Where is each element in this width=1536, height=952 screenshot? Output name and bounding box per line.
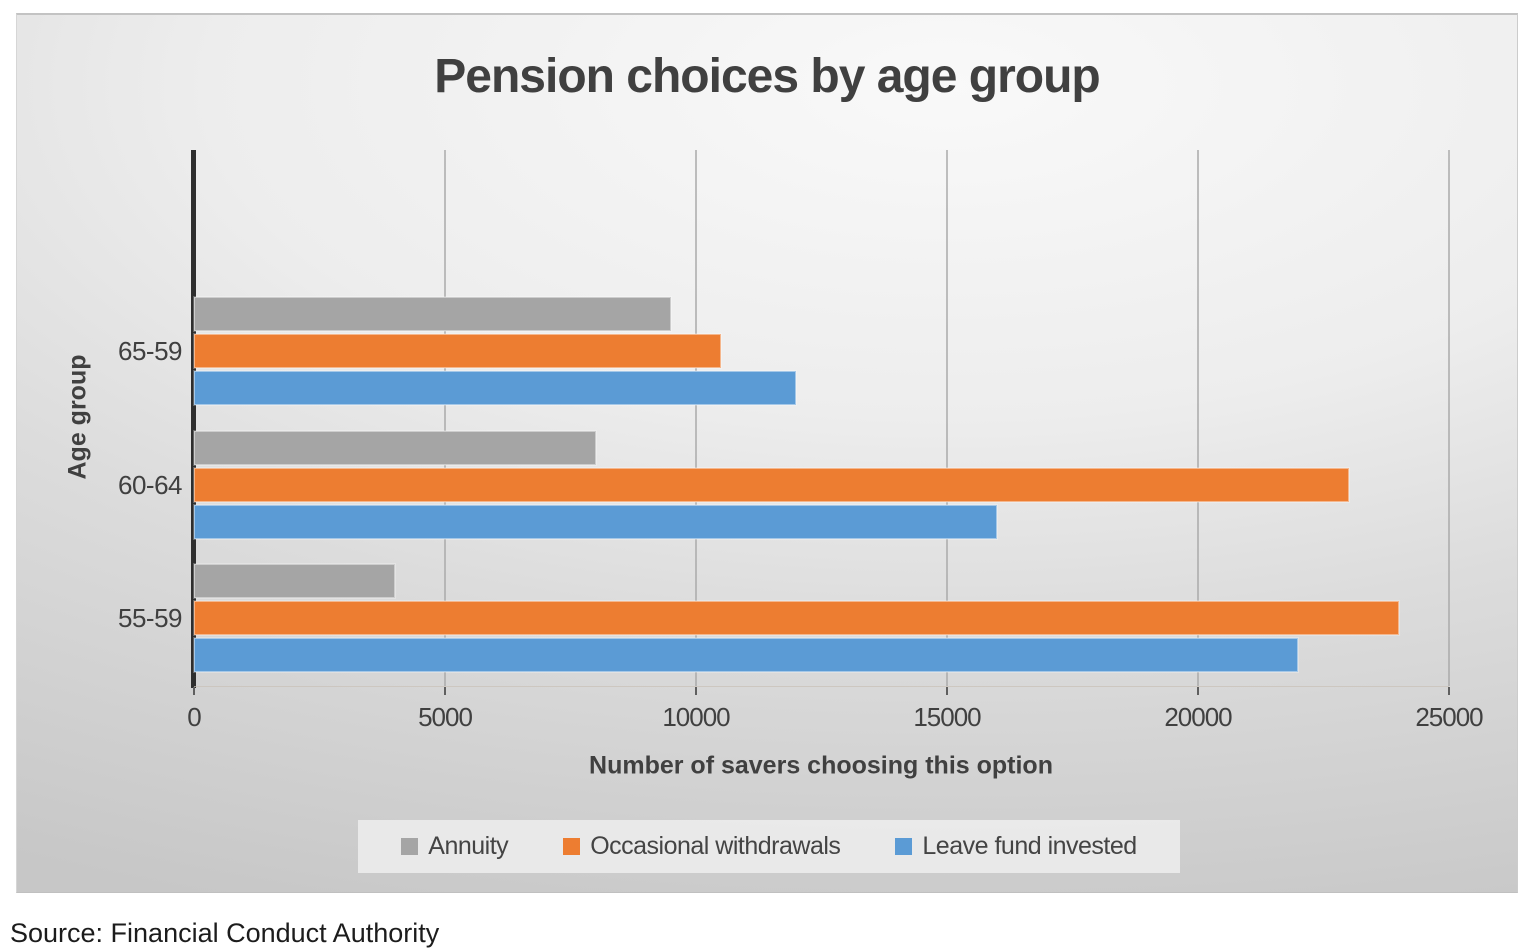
axis-tick-25000 bbox=[1448, 687, 1450, 695]
legend-swatch-icon bbox=[895, 838, 913, 855]
bar-occasional-withdrawals-65-59 bbox=[194, 334, 722, 368]
axis-tick-5000 bbox=[444, 687, 446, 695]
bar-annuity-60-64 bbox=[194, 431, 596, 465]
bar-leave-fund-invested-60-64 bbox=[194, 505, 998, 539]
legend-item-occasional-withdrawals: Occasional withdrawals bbox=[563, 832, 841, 861]
bar-occasional-withdrawals-55-59 bbox=[194, 601, 1399, 635]
plot-area: 0 5000 10000 15000 20000 25000 65-59 60-64 55-59 bbox=[118, 150, 1484, 732]
x-tick-label-0: 0 bbox=[187, 702, 202, 732]
gridline-5000 bbox=[444, 150, 446, 686]
legend-item-annuity: Annuity bbox=[401, 832, 509, 861]
bar-annuity-55-59 bbox=[194, 564, 395, 598]
bar-annuity-65-59 bbox=[194, 297, 671, 331]
x-tick-label-20000: 20000 bbox=[1164, 702, 1232, 732]
category-label-65-59: 65-59 bbox=[118, 336, 183, 366]
x-axis-line bbox=[194, 686, 1449, 687]
bar-leave-fund-invested-55-59 bbox=[194, 638, 1299, 672]
legend-swatch-icon bbox=[401, 838, 419, 855]
x-axis-title: Number of savers choosing this option bbox=[589, 751, 1053, 780]
gridline-25000 bbox=[1448, 150, 1450, 686]
gridline-15000 bbox=[946, 150, 948, 686]
chart-title: Pension choices by age group bbox=[434, 50, 1101, 103]
x-tick-label-10000: 10000 bbox=[662, 702, 730, 732]
chart-panel: Pension choices by age group Age group 0… bbox=[16, 13, 1518, 893]
bar-leave-fund-invested-65-59 bbox=[194, 371, 797, 405]
legend-label: Occasional withdrawals bbox=[590, 832, 841, 860]
y-axis-title: Age group bbox=[63, 354, 92, 480]
axis-tick-10000 bbox=[695, 687, 697, 695]
source-attribution: Source: Financial Conduct Authority bbox=[10, 918, 440, 948]
legend-label: Annuity bbox=[428, 832, 509, 860]
bar-occasional-withdrawals-60-64 bbox=[194, 468, 1349, 502]
legend-item-leave-fund-invested: Leave fund invested bbox=[895, 832, 1137, 861]
legend: Annuity Occasional withdrawals Leave fund … bbox=[358, 820, 1180, 873]
category-label-55-59: 55-59 bbox=[118, 603, 183, 633]
x-tick-label-5000: 5000 bbox=[418, 702, 473, 732]
gridline-20000 bbox=[1197, 150, 1199, 686]
x-tick-label-25000: 25000 bbox=[1415, 702, 1483, 732]
y-axis-line bbox=[191, 150, 196, 688]
legend-swatch-icon bbox=[563, 838, 581, 855]
axis-tick-20000 bbox=[1197, 687, 1199, 695]
gridline-10000 bbox=[695, 150, 697, 686]
legend-label: Leave fund invested bbox=[922, 832, 1137, 860]
x-tick-label-15000: 15000 bbox=[913, 702, 981, 732]
axis-tick-15000 bbox=[946, 687, 948, 695]
category-label-60-64: 60-64 bbox=[118, 470, 183, 500]
axis-tick-0 bbox=[193, 687, 195, 695]
